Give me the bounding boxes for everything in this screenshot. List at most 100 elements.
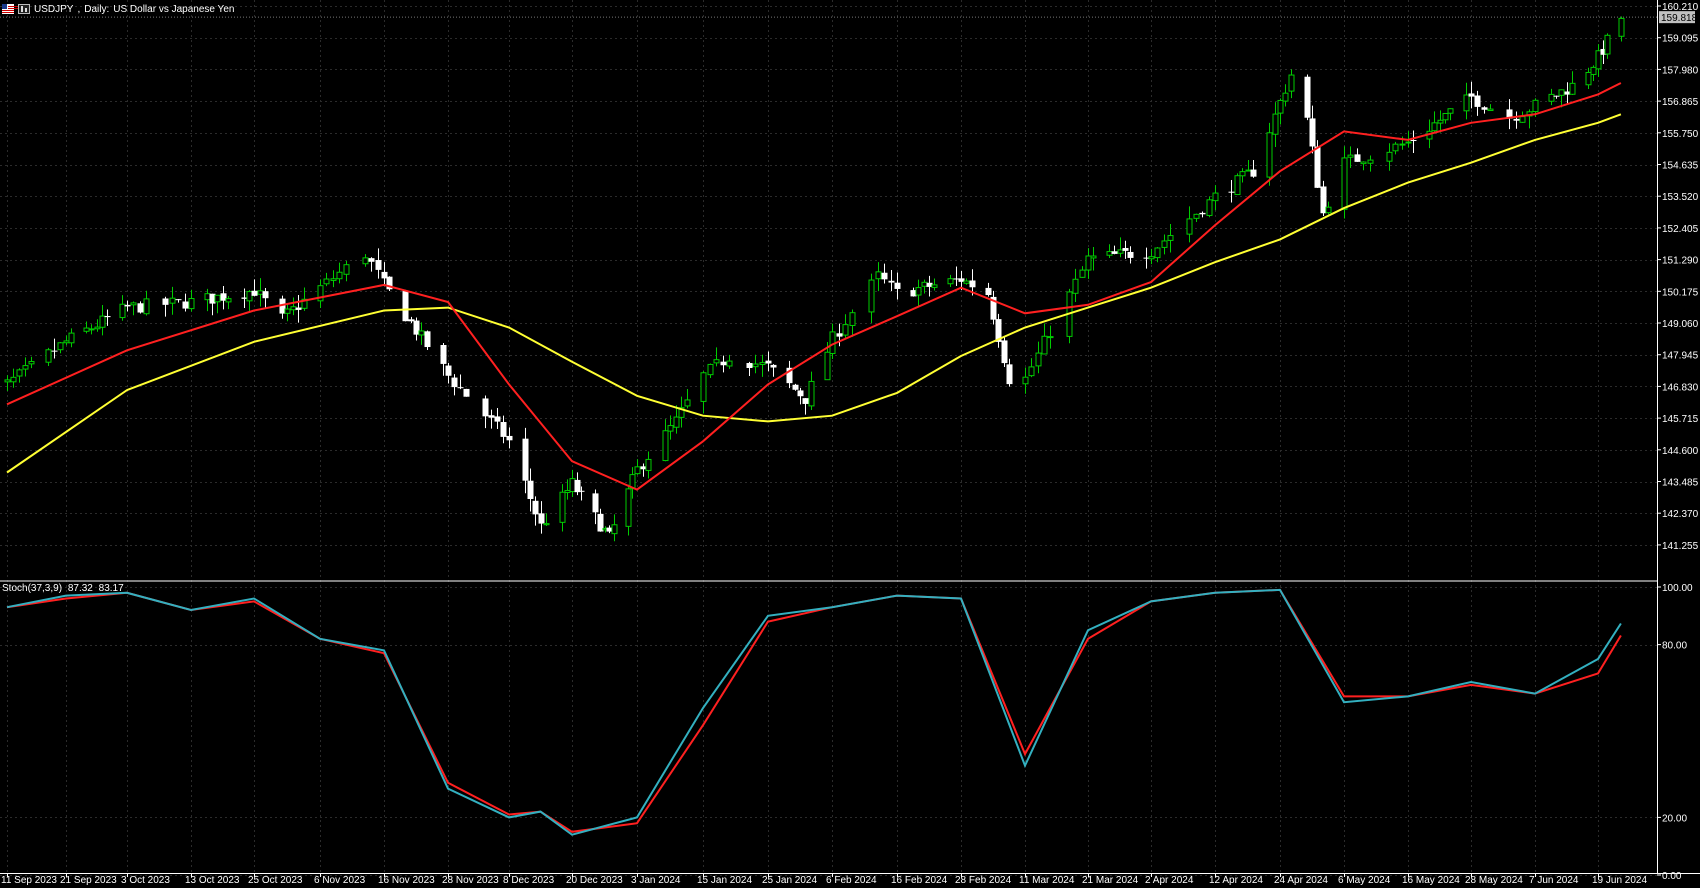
usd-flag-icon xyxy=(2,4,14,14)
candle-body-bull xyxy=(662,430,669,462)
candle-body-bull xyxy=(1288,74,1295,92)
symbol-description: US Dollar vs Japanese Yen xyxy=(113,3,235,15)
candle-body-bear xyxy=(445,365,452,376)
price-label: 144.600 xyxy=(1662,446,1699,457)
candle-body-bear xyxy=(578,490,585,492)
candle-body-bear xyxy=(1513,118,1520,121)
time-label: 24 Apr 2024 xyxy=(1274,875,1328,886)
candle-body-bear xyxy=(720,361,727,366)
stoch-level-label: 20.00 xyxy=(1662,813,1687,824)
candle-body-bear xyxy=(1006,364,1013,385)
candle-body-bear xyxy=(1564,91,1571,95)
candle-body-bear xyxy=(606,527,613,532)
candle-body-bull xyxy=(301,298,308,309)
candle-body-bull xyxy=(1442,112,1449,121)
candle-body-bull xyxy=(1447,108,1454,114)
price-label: 154.635 xyxy=(1662,161,1699,172)
candle-body-bull xyxy=(726,360,733,367)
candle-body-bull xyxy=(667,425,674,432)
candle-body-bull xyxy=(1604,34,1611,55)
candle-body-bear xyxy=(592,493,599,513)
candle-body-bull xyxy=(57,342,64,351)
candle-body-bull xyxy=(1437,119,1444,124)
candle-body-bull xyxy=(204,293,211,301)
candle-body-bull xyxy=(284,308,291,314)
stoch-axis[interactable]: 100.00 80.00 20.00 0.00 xyxy=(1657,583,1693,882)
candle-body-bear xyxy=(1304,76,1311,118)
candle-body-bull xyxy=(1028,366,1035,377)
time-label: 25 Oct 2023 xyxy=(248,875,303,886)
candle-body-bull xyxy=(875,271,882,280)
candle-body-bull xyxy=(68,332,75,344)
candle-body-bear xyxy=(451,377,458,388)
candle-body-bull xyxy=(1047,336,1054,339)
price-label: 150.175 xyxy=(1662,287,1699,298)
candle-body-bear xyxy=(522,438,529,481)
candle-body-bull xyxy=(99,315,106,328)
candle-body-bear xyxy=(765,360,772,364)
candle-body-bear xyxy=(1600,48,1607,55)
candle-body-bear xyxy=(104,316,111,318)
current-price-tag: 159.818 xyxy=(1659,11,1698,24)
candle-body-bull xyxy=(130,302,137,306)
candle-body-bull xyxy=(1548,93,1555,102)
candle-body-bull xyxy=(188,298,195,310)
time-label: 3 Oct 2023 xyxy=(121,875,170,886)
candle-body-bear xyxy=(1553,95,1560,97)
candle-body-bear xyxy=(1228,191,1235,193)
candle-body-bull xyxy=(1154,247,1161,259)
candle-body-bear xyxy=(985,287,992,296)
time-label: 8 Dec 2023 xyxy=(503,875,555,886)
header-separator: , xyxy=(77,3,81,15)
price-label: 143.485 xyxy=(1662,478,1699,489)
price-label: 145.715 xyxy=(1662,414,1699,425)
time-label: 16 Feb 2024 xyxy=(891,875,948,886)
candle-body-bull xyxy=(559,491,566,523)
time-label: 3 Jan 2024 xyxy=(631,875,681,886)
time-axis[interactable]: 11 Sep 2023 21 Sep 2023 3 Oct 2023 13 Oct 2… xyxy=(1,873,1647,886)
candle-body-bull xyxy=(1341,157,1348,210)
candle-body-bear xyxy=(424,331,431,348)
candle-body-bear xyxy=(995,319,1002,342)
candle-body-bull xyxy=(564,490,571,493)
candle-body-bull xyxy=(700,372,707,402)
candle-body-bull xyxy=(63,340,70,344)
candle-body-bear xyxy=(386,276,393,290)
candle-body-bull xyxy=(849,312,856,326)
time-label: 11 Sep 2023 xyxy=(1,875,57,886)
candle-body-bull xyxy=(1431,122,1438,132)
candle-body-bull xyxy=(119,303,126,319)
candle-body-bear xyxy=(881,272,888,280)
candle-body-bear xyxy=(279,298,286,314)
candle-body-bull xyxy=(1072,278,1079,294)
candle-body-bull xyxy=(752,363,759,368)
candle-body-bull xyxy=(1463,94,1470,112)
candle-chart-icon xyxy=(18,4,30,14)
candle-body-bull xyxy=(921,281,928,287)
candle-body-bull xyxy=(611,524,618,535)
candle-body-bull xyxy=(713,359,720,364)
candle-body-bull xyxy=(1206,199,1213,216)
candle-body-bull xyxy=(1558,89,1565,96)
price-label: 141.255 xyxy=(1662,541,1699,552)
candle-body-bull xyxy=(645,458,652,471)
candle-body-bear xyxy=(488,415,495,418)
candle-body-bull xyxy=(634,466,641,475)
candle-body-bull xyxy=(808,380,815,407)
ma-slow-line xyxy=(6,113,1622,474)
candle-body-bull xyxy=(317,285,324,302)
candle-body-bull xyxy=(1239,171,1246,177)
symbol-label: USDJPY xyxy=(34,3,74,15)
price-axis[interactable]: 160.210 159.095 157.980 156.865 155.750 154.6… xyxy=(1657,2,1699,552)
candle-body-bear xyxy=(463,388,470,397)
time-label: 11 Mar 2024 xyxy=(1019,875,1075,886)
candle-body-bull xyxy=(1392,143,1399,152)
candle-body-bull xyxy=(336,271,343,280)
time-label: 28 May 2024 xyxy=(1465,875,1523,886)
candle-body-bull xyxy=(323,278,330,285)
candle-body-bull xyxy=(625,488,632,527)
price-label: 149.060 xyxy=(1662,319,1699,330)
candle-body-bull xyxy=(947,278,954,285)
